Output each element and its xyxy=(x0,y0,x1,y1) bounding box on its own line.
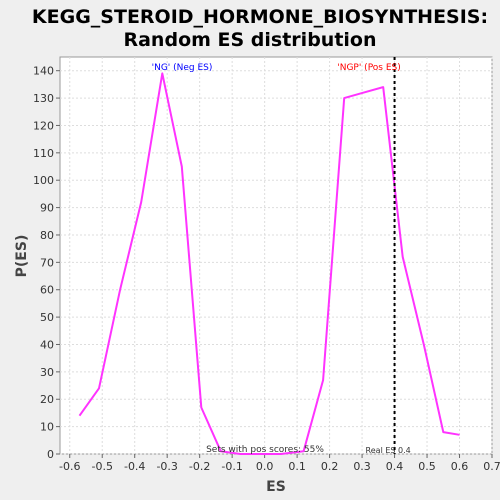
plot-area xyxy=(59,56,493,455)
x-tick-label: -0.3 xyxy=(156,460,177,473)
x-tick-label: 0.0 xyxy=(256,460,274,473)
y-tick-label: 20 xyxy=(40,393,54,406)
x-tick-label: 0.4 xyxy=(386,460,404,473)
y-tick-label: 0 xyxy=(47,448,54,461)
y-tick-label: 120 xyxy=(33,119,54,132)
chart-title-line-2: Random ES distribution xyxy=(123,29,376,51)
real-es-label: Real ES 0.4 xyxy=(366,446,411,455)
x-tick-label: 0.6 xyxy=(451,460,469,473)
chart-title-line-1: KEGG_STEROID_HORMONE_BIOSYNTHESIS: xyxy=(32,6,488,28)
x-tick-label: -0.6 xyxy=(59,460,80,473)
y-tick-label: 40 xyxy=(40,338,54,351)
y-axis-ticks: 0 10 20 30 40 50 60 70 80 90 100 110 120 130 140 xyxy=(33,65,60,461)
y-axis-label: P(ES) xyxy=(14,235,30,278)
y-tick-label: 140 xyxy=(33,65,54,78)
y-tick-label: 50 xyxy=(40,311,54,324)
neg-es-annotation: 'NG' (Neg ES) xyxy=(152,63,213,73)
x-tick-label: 0.5 xyxy=(418,460,436,473)
x-tick-label: 0.3 xyxy=(353,460,371,473)
annotations: Real ES 0.4 'NG' (Neg ES) 'NGP' (Pos ES) Se… xyxy=(152,57,411,455)
y-tick-label: 60 xyxy=(40,284,54,297)
x-tick-label: 0.2 xyxy=(321,460,339,473)
pos-es-annotation: 'NGP' (Pos ES) xyxy=(337,63,401,73)
y-tick-label: 80 xyxy=(40,229,54,242)
x-axis-label: ES xyxy=(266,479,286,495)
x-tick-label: -0.4 xyxy=(124,460,145,473)
y-tick-label: 90 xyxy=(40,202,54,215)
x-tick-label: -0.5 xyxy=(91,460,112,473)
chart-title: KEGG_STEROID_HORMONE_BIOSYNTHESIS: Rando… xyxy=(32,6,488,51)
x-tick-label: 0.7 xyxy=(483,460,500,473)
y-tick-label: 110 xyxy=(33,147,54,160)
y-tick-label: 10 xyxy=(40,421,54,434)
x-tick-label: 0.1 xyxy=(288,460,306,473)
y-tick-label: 30 xyxy=(40,366,54,379)
y-tick-label: 70 xyxy=(40,256,54,269)
y-tick-label: 130 xyxy=(33,92,54,105)
x-axis-ticks: -0.6 -0.5 -0.4 -0.3 -0.2 -0.1 0.0 0.1 0.2 0.3 0.4 0… xyxy=(59,454,500,473)
pos-scores-annotation: Sets with pos scores: 55% xyxy=(206,445,324,455)
grid-lines xyxy=(60,57,493,455)
x-tick-label: -0.1 xyxy=(221,460,242,473)
series-layer xyxy=(78,72,460,455)
y-tick-label: 100 xyxy=(33,174,54,187)
series-line xyxy=(78,72,460,455)
x-tick-label: -0.2 xyxy=(189,460,210,473)
